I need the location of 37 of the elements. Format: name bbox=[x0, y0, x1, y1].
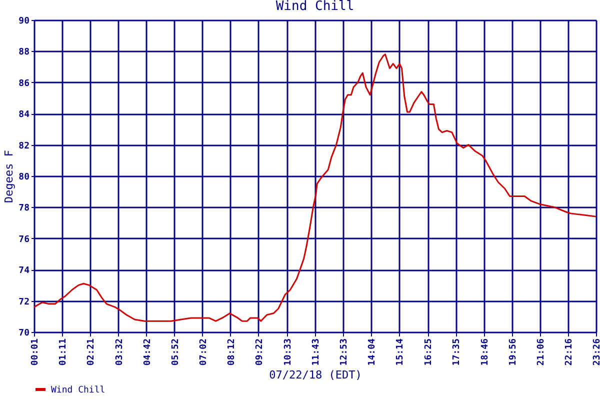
x-tick-label: 11:43 bbox=[311, 338, 322, 366]
x-tick-label: 03:32 bbox=[114, 338, 125, 366]
y-tick-label: 70 bbox=[18, 328, 30, 338]
x-tick-label: 15:14 bbox=[396, 338, 406, 366]
x-tick-label: 22:16 bbox=[564, 338, 574, 366]
x-tick-label: 14:04 bbox=[368, 338, 378, 366]
x-tick-label: 10:33 bbox=[283, 338, 294, 366]
x-tick-label: 23:26 bbox=[592, 338, 600, 366]
x-tick-label: 00:01 bbox=[30, 338, 40, 366]
y-tick-label: 82 bbox=[18, 141, 30, 152]
x-tick-label: 18:46 bbox=[480, 338, 490, 366]
x-tick-label: 16:25 bbox=[424, 338, 434, 366]
x-tick-label: 05:52 bbox=[170, 338, 181, 366]
x-tick-label: 02:21 bbox=[86, 338, 96, 366]
x-tick-label: 04:42 bbox=[142, 338, 153, 366]
y-tick-label: 88 bbox=[18, 48, 30, 58]
y-tick-label: 76 bbox=[18, 234, 30, 245]
y-tick-label: 86 bbox=[18, 78, 30, 89]
y-tick-label: 84 bbox=[18, 110, 30, 120]
x-tick-label: 08:12 bbox=[226, 338, 237, 366]
x-tick-label: 01:11 bbox=[58, 338, 68, 366]
x-tick-label: 19:56 bbox=[508, 338, 518, 366]
line-series bbox=[33, 54, 597, 322]
x-tick-label: 17:35 bbox=[452, 338, 462, 366]
legend-label: Wind Chill bbox=[51, 386, 106, 396]
chart-title: Wind Chill bbox=[276, 0, 354, 14]
x-tick-label: 09:22 bbox=[254, 338, 265, 366]
x-tick-label: 21:06 bbox=[536, 338, 546, 366]
y-tick-label: 74 bbox=[18, 266, 30, 276]
x-tick-label: 07:02 bbox=[198, 338, 209, 366]
y-tick-label: 78 bbox=[18, 204, 30, 214]
x-tick-label: 12:53 bbox=[339, 338, 350, 366]
y-axis-title: Degees F bbox=[2, 150, 16, 203]
y-tick-label: 90 bbox=[18, 16, 30, 26]
y-tick-label: 80 bbox=[18, 172, 30, 182]
y-tick-label: 72 bbox=[18, 297, 30, 308]
x-axis-title: 07/22/18 (EDT) bbox=[269, 368, 362, 382]
